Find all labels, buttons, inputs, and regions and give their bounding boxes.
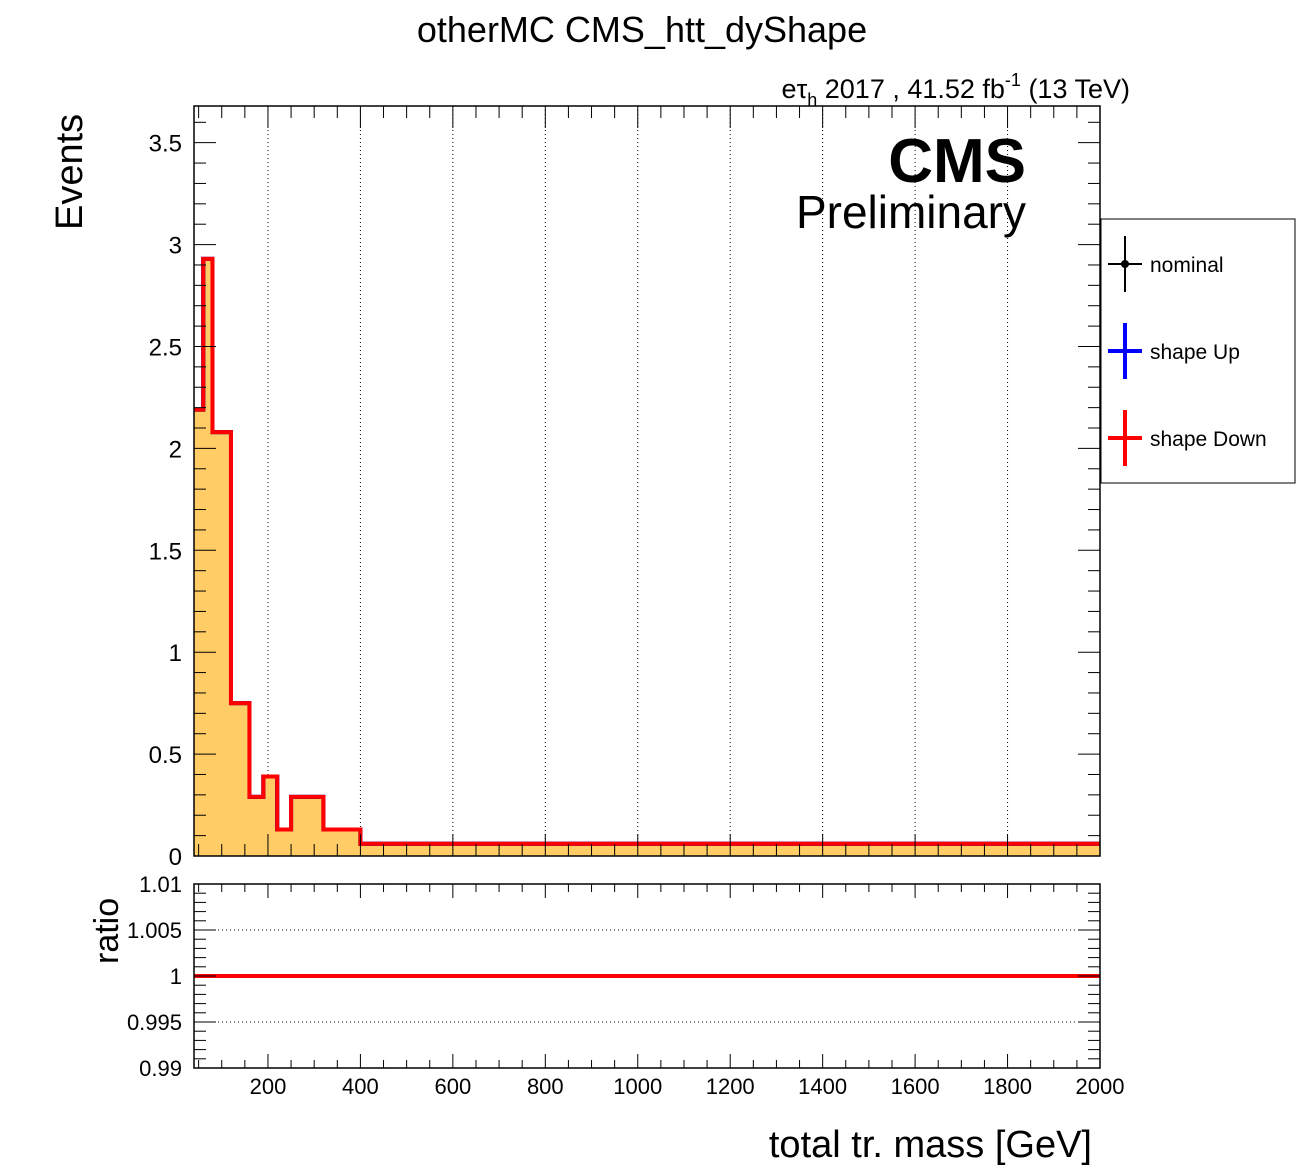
y-tick-label-1: 1 [169, 640, 182, 667]
series-line-2 [194, 256, 1100, 846]
main-ticks [194, 106, 1101, 857]
ratio-y-tick-label-0.995: 0.995 [127, 1010, 182, 1035]
legend-label: nominal [1150, 254, 1224, 277]
lumi-channel-tau: τ [797, 74, 808, 104]
ratio-ticks [194, 883, 1101, 1069]
lumi-channel-e: e [782, 74, 797, 104]
legend-marker-dot [1121, 260, 1129, 268]
y-axis-label: Events [49, 114, 91, 230]
cms-label: CMS [888, 127, 1026, 196]
legend-entry-1: shape Up [1108, 323, 1240, 379]
lumi-channel-sub: h [807, 90, 817, 110]
y-tick-label-1.5: 1.5 [149, 538, 182, 565]
legend-label: shape Up [1150, 341, 1240, 364]
legend: nominal shape Up shape Down [1100, 218, 1296, 484]
y-tick-label-0.5: 0.5 [149, 742, 182, 769]
ratio-y-tick-label-1: 1 [170, 964, 182, 989]
x-tick-label-800: 800 [527, 1074, 564, 1099]
lumi-text: 2017 , 41.52 fb [817, 74, 1005, 104]
y-tick-label-2.5: 2.5 [149, 334, 182, 361]
y-tick-label-3.5: 3.5 [149, 131, 182, 158]
ratio-y-tick-labels: 0.99 0.995 1 1.005 1.01 [127, 872, 182, 1081]
cms-sublabel: Preliminary [796, 186, 1026, 238]
ratio-y-tick-label-0.99: 0.99 [139, 1056, 182, 1081]
histogram-series [194, 256, 1100, 846]
y-tick-label-0: 0 [169, 844, 182, 871]
y-tick-label-2: 2 [169, 436, 182, 463]
x-tick-label-1600: 1600 [891, 1074, 940, 1099]
lumi-label: eτh 2017 , 41.52 fb-1 (13 TeV) [782, 70, 1130, 110]
main-plot-area: 0 0.5 1 1.5 2 2.5 3 3.5 [149, 105, 1101, 871]
x-tick-label-2000: 2000 [1076, 1074, 1125, 1099]
histogram-fill [194, 258, 1100, 856]
ratio-y-tick-label-1.005: 1.005 [127, 918, 182, 943]
lumi-energy: (13 TeV) [1021, 74, 1130, 104]
legend-entry-2: shape Down [1108, 410, 1267, 466]
chart-title: otherMC CMS_htt_dyShape [417, 9, 867, 50]
ratio-plot-area: 0.99 0.995 1 1.005 1.01 200 400 600 800 1000 1200… [127, 872, 1125, 1099]
x-tick-label-400: 400 [342, 1074, 379, 1099]
x-tick-label-600: 600 [434, 1074, 471, 1099]
x-axis-label: total tr. mass [GeV] [769, 1124, 1092, 1166]
main-frame [193, 105, 1101, 857]
series-line-1 [194, 256, 1100, 846]
x-tick-label-200: 200 [250, 1074, 287, 1099]
x-tick-labels: 200 400 600 800 1000 1200 1400 1600 1800 2000 [250, 1074, 1125, 1099]
lumi-sup: -1 [1005, 70, 1021, 90]
series-line-0 [194, 256, 1100, 846]
legend-label: shape Down [1150, 428, 1267, 451]
legend-entry-0: nominal [1108, 236, 1224, 292]
ratio-y-tick-label-1.01: 1.01 [139, 872, 182, 897]
x-tick-label-1200: 1200 [706, 1074, 755, 1099]
x-tick-label-1800: 1800 [983, 1074, 1032, 1099]
x-tick-label-1400: 1400 [798, 1074, 847, 1099]
y-tick-labels: 0 0.5 1 1.5 2 2.5 3 3.5 [149, 131, 182, 871]
x-tick-label-1000: 1000 [613, 1074, 662, 1099]
y-tick-label-3: 3 [169, 233, 182, 260]
main-grid [267, 106, 1009, 856]
ratio-y-axis-label: ratio [88, 898, 126, 964]
